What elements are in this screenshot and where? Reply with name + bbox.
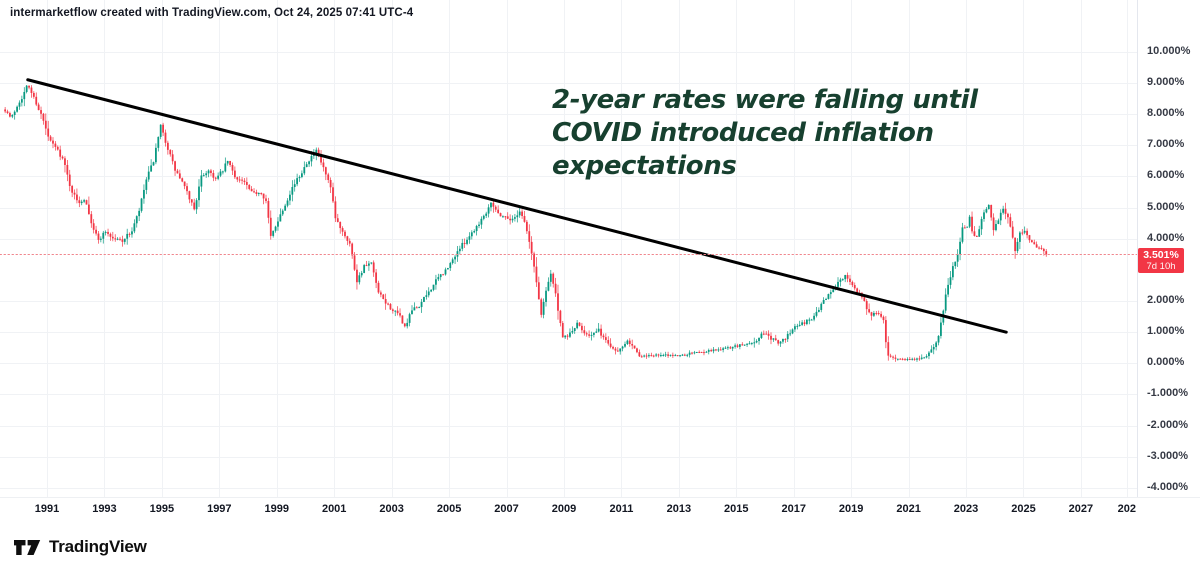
x-axis-tick: 1999 xyxy=(264,503,289,515)
y-axis-tick: 0.000% xyxy=(1147,356,1185,369)
x-axis-tick: 202 xyxy=(1117,503,1137,515)
time-axis[interactable]: 1991 1993 1995 1997 1999 2001 2003 2005 2007 2009… xyxy=(0,497,1200,524)
x-axis-tick: 1993 xyxy=(92,503,117,515)
last-price-value: 3.501% xyxy=(1143,248,1179,261)
x-axis-tick: 1997 xyxy=(207,503,232,515)
x-axis-tick: 2007 xyxy=(494,503,519,515)
tradingview-logo[interactable]: TradingView xyxy=(14,537,147,557)
x-axis-tick: 2015 xyxy=(724,503,749,515)
y-axis-tick: 1.000% xyxy=(1147,325,1185,338)
y-axis-tick: 10.000% xyxy=(1147,44,1191,57)
x-axis-tick: 2025 xyxy=(1011,503,1036,515)
footer-bar: TradingView xyxy=(0,523,1200,573)
y-axis-tick: 7.000% xyxy=(1147,138,1185,151)
text-annotation[interactable]: 2-year rates were falling until COVID in… xyxy=(552,85,978,181)
y-axis-tick: 2.000% xyxy=(1147,293,1185,306)
x-axis-tick: 2013 xyxy=(666,503,692,515)
x-axis-tick: 2023 xyxy=(953,503,979,515)
candle-countdown: 7d 10h xyxy=(1146,260,1176,272)
y-axis-tick: 6.000% xyxy=(1147,169,1185,182)
x-axis-tick: 1991 xyxy=(34,503,60,515)
y-axis-tick: 5.000% xyxy=(1147,200,1185,213)
x-axis-tick: 1995 xyxy=(149,503,175,515)
chart-attribution: intermarketflow created with TradingView… xyxy=(10,7,414,19)
x-axis-tick: 2005 xyxy=(436,503,462,515)
y-axis-tick: -4.000% xyxy=(1147,480,1188,493)
x-axis-tick: 2011 xyxy=(609,503,634,515)
y-axis-tick: 9.000% xyxy=(1147,75,1185,88)
chart-pane: 2-year rates were falling until COVID in… xyxy=(0,0,1200,524)
y-axis-tick: -2.000% xyxy=(1147,418,1188,431)
x-axis-tick: 2001 xyxy=(321,503,347,515)
x-axis-tick: 2021 xyxy=(896,503,921,515)
x-axis-tick: 2019 xyxy=(838,503,864,515)
y-axis-tick: -1.000% xyxy=(1147,387,1188,400)
tradingview-wordmark: TradingView xyxy=(49,537,147,556)
x-axis-tick: 2017 xyxy=(781,503,806,515)
last-price-badge: 3.501% 7d 10h xyxy=(1138,247,1184,273)
y-axis-tick: 8.000% xyxy=(1147,107,1185,120)
price-axis[interactable]: 10.000% 9.000% 8.000% 7.000% 6.000% 5.000% 4.0… xyxy=(1137,0,1200,522)
x-axis-tick: 2009 xyxy=(551,503,577,515)
x-axis-tick: 2003 xyxy=(379,503,404,515)
price-chart-canvas[interactable] xyxy=(0,0,1200,522)
x-axis-tick: 2027 xyxy=(1068,503,1094,515)
y-axis-tick: -3.000% xyxy=(1147,449,1188,462)
y-axis-tick: 4.000% xyxy=(1147,231,1185,244)
tradingview-logo-icon xyxy=(14,539,41,555)
